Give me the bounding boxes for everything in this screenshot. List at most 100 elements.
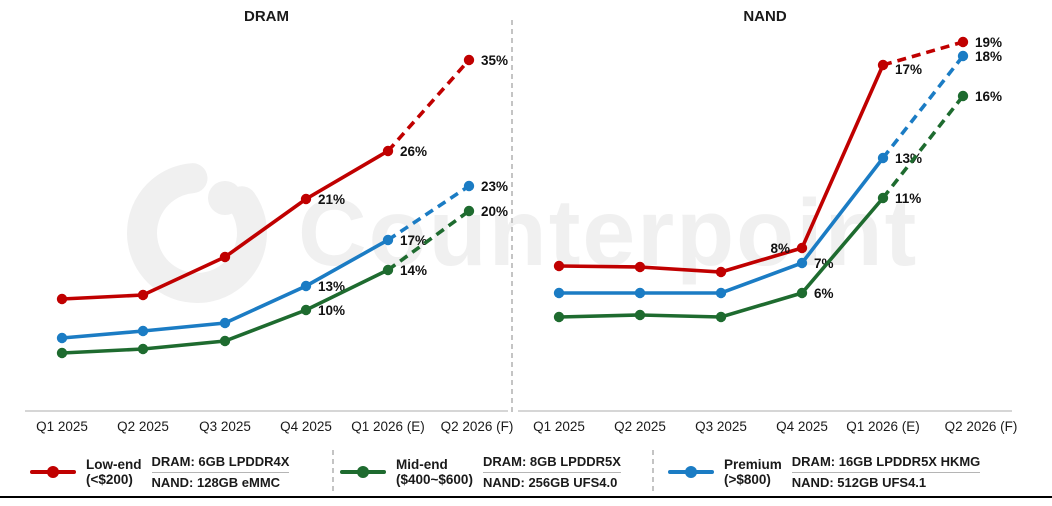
data-point-premium (300, 280, 312, 292)
legend-dram-spec: DRAM: 8GB LPDDR5X (482, 454, 621, 473)
data-point-mid-end (219, 335, 231, 347)
data-point-label: 13% (318, 279, 345, 294)
data-point-premium (877, 152, 889, 164)
legend-nand-spec: NAND: 512GB UFS4.1 (791, 474, 927, 490)
x-axis-label: Q3 2025 (199, 419, 251, 434)
data-point-premium (382, 234, 394, 246)
data-point-label: 6% (814, 286, 834, 301)
x-axis-label: Q1 2025 (533, 419, 585, 434)
series-forecast-line-low-end (386, 58, 471, 153)
data-point-label: 14% (400, 263, 427, 278)
data-point-low-end (553, 260, 565, 272)
legend-divider-line (332, 450, 334, 494)
data-point-premium (634, 287, 646, 299)
series-line-low-end (558, 64, 885, 274)
data-point-mid-end (715, 311, 727, 323)
counterpoint-logo-icon (127, 163, 267, 303)
legend-item-premium: Premium (>$800) DRAM: 16GB LPDDR5X HKMG … (668, 448, 981, 496)
series-forecast-line-mid-end (881, 94, 965, 200)
data-point-label: 17% (400, 233, 427, 248)
data-point-low-end (715, 266, 727, 278)
x-axis-label: Q3 2025 (695, 419, 747, 434)
data-point-label: 19% (975, 35, 1002, 50)
data-point-label: 20% (481, 204, 508, 219)
charts-canvas: Q1 2025 Q2 2025 Q3 2025 Q4 2025 Q1 2026 (E) Q… (25, 35, 1018, 434)
nand-chart-title: NAND (743, 8, 787, 25)
legend-dram-spec: DRAM: 16GB LPDDR5X HKMG (791, 454, 981, 473)
x-axis-label: Q2 2026 (F) (945, 419, 1018, 434)
data-point-label: 13% (895, 151, 922, 166)
legend-range: (>$800) (724, 472, 771, 487)
data-point-premium (463, 180, 475, 192)
series-forecast-line-mid-end (386, 209, 471, 272)
x-axis-label: Q2 2026 (F) (441, 419, 514, 434)
legend-range: (<$200) (86, 472, 133, 487)
low-end-marker-icon (30, 466, 76, 478)
x-axis-label: Q4 2025 (280, 419, 332, 434)
data-point-premium (957, 50, 969, 62)
data-point-low-end (957, 36, 969, 48)
data-point-premium (553, 287, 565, 299)
data-point-premium (796, 257, 808, 269)
data-point-mid-end (463, 205, 475, 217)
data-point-label: 23% (481, 179, 508, 194)
data-point-low-end (300, 193, 312, 205)
data-point-label: 10% (318, 303, 345, 318)
legend: Low-end (<$200) DRAM: 6GB LPDDR4X NAND: … (0, 448, 1052, 496)
legend-item-low-end: Low-end (<$200) DRAM: 6GB LPDDR4X NAND: … (30, 448, 290, 496)
data-point-mid-end (300, 304, 312, 316)
legend-dram-spec: DRAM: 6GB LPDDR4X (151, 454, 290, 473)
data-point-low-end (382, 145, 394, 157)
data-point-label: 26% (400, 144, 427, 159)
legend-divider-line (652, 450, 654, 494)
data-point-mid-end (796, 287, 808, 299)
bottom-rule (0, 496, 1052, 498)
data-point-low-end (137, 289, 149, 301)
x-axis-label: Q2 2025 (117, 419, 169, 434)
data-point-low-end (219, 251, 231, 263)
legend-range: ($400~$600) (396, 472, 473, 487)
data-point-premium (56, 332, 68, 344)
series-line-low-end (61, 149, 389, 301)
data-point-label: 35% (481, 53, 508, 68)
data-point-mid-end (553, 311, 565, 323)
series-forecast-line-premium (881, 54, 965, 160)
data-point-label: 16% (975, 89, 1002, 104)
legend-name: Mid-end (396, 457, 448, 472)
data-point-label: 11% (895, 191, 921, 206)
dram-chart-title: DRAM (244, 8, 289, 25)
premium-marker-icon (668, 466, 714, 478)
data-point-label: 18% (975, 49, 1002, 64)
legend-name: Premium (724, 457, 782, 472)
legend-item-mid-end: Mid-end ($400~$600) DRAM: 8GB LPDDR5X NA… (340, 448, 621, 496)
x-axis-label: Q4 2025 (776, 419, 828, 434)
x-axis-label: Q1 2026 (E) (846, 419, 920, 434)
legend-nand-spec: NAND: 128GB eMMC (151, 474, 281, 490)
x-axis-label: Q2 2025 (614, 419, 666, 434)
data-point-premium (219, 317, 231, 329)
data-point-premium (715, 287, 727, 299)
data-point-low-end (463, 54, 475, 66)
x-axis-label: Q1 2026 (E) (351, 419, 425, 434)
data-point-premium (137, 325, 149, 337)
series-line-mid-end (558, 196, 885, 319)
series-forecast-line-premium (387, 184, 470, 242)
chart-divider-line (511, 20, 513, 412)
data-point-mid-end (957, 90, 969, 102)
data-point-low-end (796, 242, 808, 254)
data-point-mid-end (56, 347, 68, 359)
data-point-mid-end (382, 264, 394, 276)
x-axis-label: Q1 2025 (36, 419, 88, 434)
data-point-mid-end (137, 343, 149, 355)
data-point-mid-end (877, 192, 889, 204)
legend-nand-spec: NAND: 256GB UFS4.0 (482, 474, 618, 490)
data-point-label: 8% (770, 241, 790, 256)
data-point-mid-end (634, 309, 646, 321)
data-point-label: 17% (895, 62, 922, 77)
legend-name: Low-end (86, 457, 142, 472)
data-point-low-end (56, 293, 68, 305)
data-point-low-end (634, 261, 646, 273)
data-point-label: 21% (318, 192, 345, 207)
mid-end-marker-icon (340, 466, 386, 478)
